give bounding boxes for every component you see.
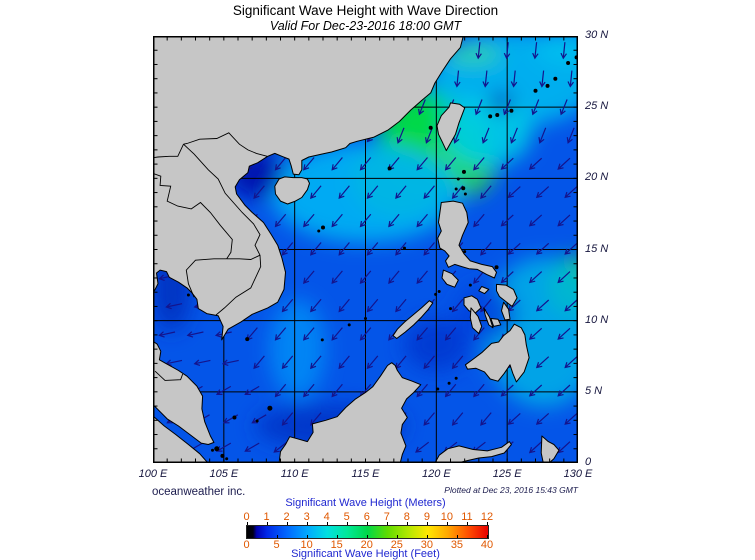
lon-label: 110 E <box>280 468 309 480</box>
land-panay <box>463 295 482 315</box>
land-luzon <box>437 200 497 279</box>
legend-meters-value: 8 <box>403 511 410 523</box>
small-islands <box>186 55 579 461</box>
legend-tick <box>346 521 348 525</box>
legend-title-meters: Significant Wave Height (Meters) <box>285 497 446 509</box>
lat-label: 10 N <box>585 313 609 326</box>
legend-meters-value: 4 <box>323 511 330 523</box>
land-bohol <box>490 318 502 327</box>
legend-tick <box>326 521 328 525</box>
lon-label: 120 E <box>421 468 451 480</box>
legend-meters-value: 1 <box>263 511 270 523</box>
legend-tick <box>366 521 368 525</box>
legend-feet-value: 30 <box>420 538 433 551</box>
country-borders <box>152 132 268 381</box>
land-palawan <box>392 300 434 339</box>
legend-tick <box>246 535 248 538</box>
land-halmahera <box>540 435 560 464</box>
legend-feet-value: 25 <box>390 538 403 551</box>
legend-title-feet: Significant Wave Height (Feet) <box>291 548 440 560</box>
land-mindoro <box>441 269 459 288</box>
legend-tick <box>286 521 288 525</box>
legend-meters-value: 11 <box>461 511 473 523</box>
landmasses <box>152 35 560 464</box>
legend-meters-value: 0 <box>243 511 250 523</box>
legend-meters-value: 12 <box>480 511 494 523</box>
legend-feet-value: 5 <box>273 538 280 551</box>
legend-meters-value: 5 <box>343 511 350 523</box>
map-plot-area <box>151 29 604 464</box>
legend-feet-value: 35 <box>450 538 464 551</box>
plotted-timestamp: Plotted at Dec 23, 2016 15:43 GMT <box>444 485 578 495</box>
legend-tick <box>426 521 428 525</box>
land-hainan <box>274 176 310 205</box>
legend-meters-value: 2 <box>283 511 290 523</box>
land-leyte <box>501 301 511 321</box>
legend-tick <box>487 535 488 538</box>
legend-tick <box>276 535 278 538</box>
legend-feet-value: 15 <box>330 538 343 551</box>
legend-meters-value: 6 <box>363 511 370 523</box>
legend-feet-value: 0 <box>243 538 250 551</box>
legend-feet-value: 40 <box>480 538 494 551</box>
legend-tick <box>456 535 458 538</box>
land-negros <box>469 307 483 334</box>
land-malay-peninsula <box>152 340 215 445</box>
legend-tick <box>366 535 368 538</box>
land-mainland-asia <box>152 35 464 341</box>
lat-label: 15 N <box>585 242 609 255</box>
lon-label: 115 E <box>351 468 380 480</box>
valid-time-subtitle: Valid For Dec-23-2016 18:00 GMT <box>269 19 462 33</box>
credit-text: oceanweather inc. <box>152 486 246 498</box>
legend-meters-value: 3 <box>303 511 310 523</box>
map-frame <box>153 36 578 463</box>
legend-tick <box>487 521 488 525</box>
lon-label: 100 E <box>138 468 168 480</box>
wave-height-map <box>151 29 604 464</box>
legend-feet-value: 20 <box>360 538 373 551</box>
land-sulawesi <box>434 441 512 464</box>
land-mindanao <box>464 323 530 383</box>
lat-label: 20 N <box>585 171 609 184</box>
legend-meters-value: 10 <box>440 511 454 523</box>
lat-label: 30 N <box>585 29 609 41</box>
land-taiwan <box>436 102 466 152</box>
lon-label: 125 E <box>492 468 522 480</box>
legend-tick <box>306 535 308 538</box>
land-masbate <box>478 286 490 295</box>
legend-tick <box>306 521 308 525</box>
legend-tick <box>466 521 468 525</box>
lat-label: 5 N <box>585 384 603 397</box>
legend-meters-value: 9 <box>423 511 430 523</box>
page-title: Significant Wave Height with Wave Direct… <box>232 3 499 18</box>
legend-tick <box>266 521 268 525</box>
legend-tick <box>386 521 388 525</box>
lat-label: 0 <box>585 456 592 468</box>
legend-tick <box>406 521 408 525</box>
legend-tick <box>426 535 428 538</box>
land-borneo <box>278 362 422 464</box>
legend-feet-value: 10 <box>300 538 313 551</box>
legend-tick <box>396 535 398 538</box>
legend-tick <box>246 521 248 525</box>
lon-label: 105 E <box>209 468 239 480</box>
legend-tick <box>336 535 338 538</box>
legend-meters-value: 7 <box>383 511 390 523</box>
legend-tick <box>446 521 448 525</box>
lon-label: 130 E <box>563 468 593 480</box>
land-cebu <box>483 307 494 329</box>
land-samar <box>496 283 518 307</box>
lat-label: 25 N <box>585 100 609 113</box>
